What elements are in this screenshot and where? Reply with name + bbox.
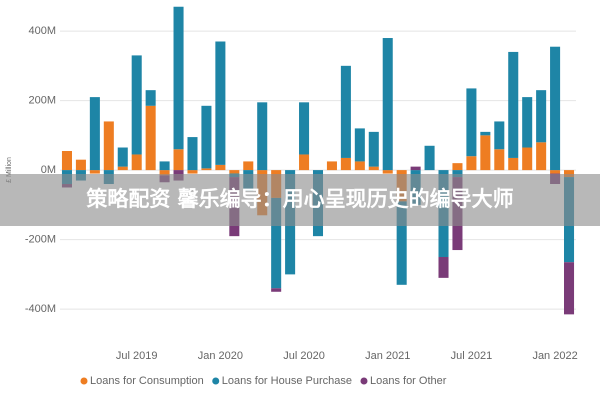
bar-segment [508,157,519,171]
bar-segment [215,41,226,165]
y-tick-label: 400M [28,25,56,37]
bar-segment [494,121,505,150]
bar-segment [340,65,351,158]
bar-segment [326,161,337,171]
x-tick-label: Jan 2020 [198,350,243,362]
bar-segment [536,142,547,171]
bar-segment [508,51,519,158]
legend-label: Loans for House Purchase [222,375,352,387]
bar-segment [229,170,240,174]
bar-segment [271,288,282,292]
bar-segment [494,149,505,171]
x-tick-label: Jan 2021 [365,350,410,362]
bar-segment [61,150,72,171]
y-tick-label: -200M [25,234,56,246]
bar-segment [354,161,365,171]
bar-segment [382,170,393,174]
bar-segment [187,137,198,171]
bar-segment [368,131,379,167]
bar-segment [173,6,184,150]
bar-segment [550,46,561,171]
bar-segment [187,170,198,174]
legend-label: Loans for Other [370,375,447,387]
bar-segment [466,88,477,157]
bar-segment [117,166,128,171]
bar-segment [480,135,491,171]
x-tick-label: Jul 2020 [283,350,325,362]
bar-segment [131,55,142,155]
bar-segment [550,170,561,174]
bar-segment [159,170,170,176]
bar-segment [89,97,100,171]
bar-segment [522,147,533,171]
bar-segment [452,163,463,171]
bar-segment [480,131,491,136]
bar-segment [424,145,435,171]
bar-segment [410,166,421,171]
y-tick-label: -400M [25,303,56,315]
x-tick-label: Jan 2022 [532,350,577,362]
bar-segment [257,102,268,171]
bar-segment [201,105,212,169]
bar-segment [522,97,533,148]
bar-segment [536,90,547,143]
bar-segment [89,170,100,174]
bar-segment [299,102,310,155]
bar-segment [299,154,310,171]
bar-segment [354,128,365,162]
x-tick-label: Jul 2019 [116,350,158,362]
y-axis-label: £ Million [6,157,13,183]
bar-segment [564,170,575,178]
banner [0,174,600,226]
legend-marker [212,377,220,385]
bar-segment [145,105,156,171]
bar-segment [103,121,114,171]
bar-segment [201,168,212,171]
bar-segment [452,170,463,178]
bar-segment [466,156,477,171]
legend-marker [80,377,88,385]
bar-segment [173,149,184,171]
bar-segment [340,157,351,171]
bar-segment [396,201,407,285]
bar-segment [131,154,142,171]
bar-segment [75,159,86,171]
bar-segment [117,147,128,167]
legend-marker [360,377,368,385]
bar-segment [564,262,575,315]
bar-segment [159,161,170,171]
y-tick-label: 200M [28,94,56,106]
bar-segment [243,161,254,171]
y-tick-label: 0M [41,164,56,176]
x-tick-label: Jul 2021 [451,350,493,362]
bar-segment [215,164,226,171]
bar-segment [368,166,379,171]
bar-segment [145,90,156,106]
bar-segment [438,257,449,278]
bar-segment [382,38,393,171]
banner-text: 策略配资 馨乐编导：用心呈现历史的编导大师 [86,187,513,211]
legend-label: Loans for Consumption [90,375,204,387]
bar-segment [271,197,282,289]
